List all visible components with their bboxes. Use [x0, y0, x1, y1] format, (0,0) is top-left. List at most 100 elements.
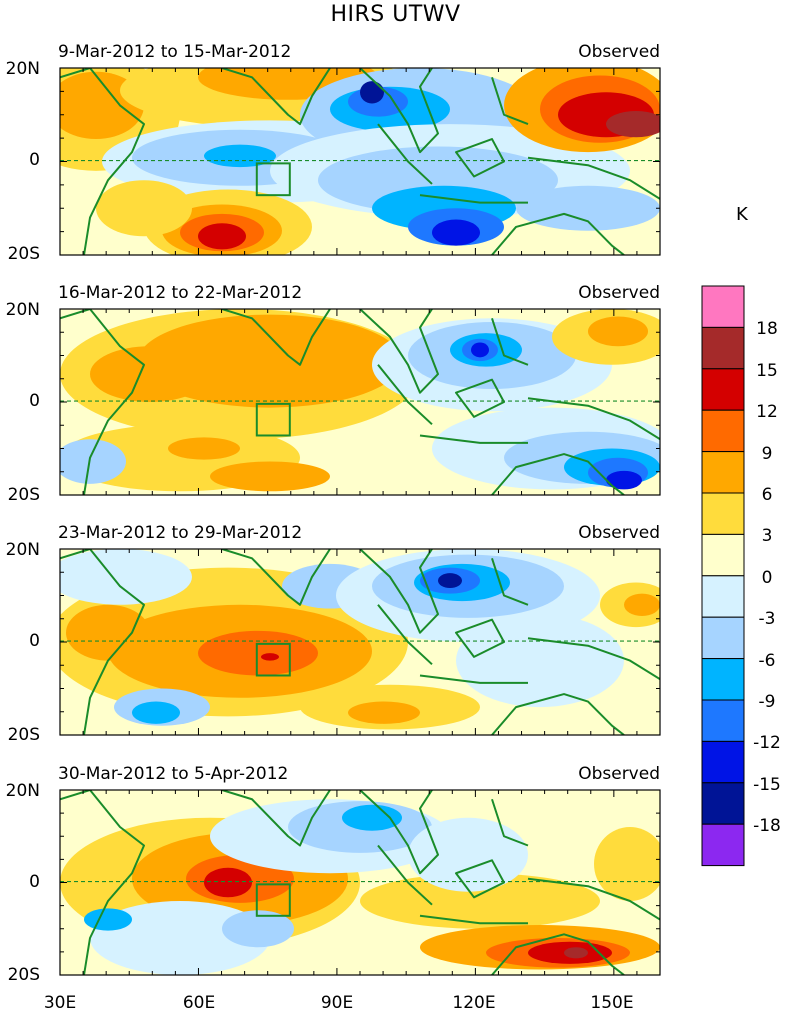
coastline — [527, 397, 660, 441]
coastline — [377, 844, 433, 906]
colorbar-swatch — [701, 533, 745, 577]
colorbar-swatch — [701, 451, 745, 494]
anomaly-contour — [432, 219, 480, 246]
coastline — [491, 557, 529, 606]
anomaly-contour — [360, 81, 384, 104]
anomaly-contour — [261, 653, 279, 661]
colorbar-label: 6 — [761, 485, 773, 505]
colorbar-label: 0 — [761, 567, 773, 588]
coastline — [221, 309, 331, 366]
anomaly-contour — [222, 910, 294, 948]
anomaly-contour — [60, 439, 126, 484]
panel-1 — [59, 67, 661, 256]
coastline — [419, 194, 528, 204]
anomaly-contour — [588, 316, 648, 347]
anomaly-contour — [66, 604, 150, 661]
anomaly-contour — [606, 111, 660, 138]
coastline — [419, 674, 528, 684]
panel-4-label: Observed — [578, 764, 660, 784]
anomaly-contour — [198, 630, 318, 676]
colorbar-label: 12 — [756, 402, 778, 423]
lat-tick-20n: 20N — [5, 781, 40, 801]
lat-tick-20s: 20S — [7, 485, 40, 505]
coastline — [60, 549, 145, 735]
colorbar-label: -15 — [753, 774, 781, 795]
anomaly-contour — [564, 947, 588, 959]
anomaly-contour — [90, 901, 270, 975]
anomaly-contour — [132, 701, 180, 724]
coastline — [455, 618, 505, 658]
colorbar-label: -12 — [753, 733, 781, 754]
coastline — [527, 156, 660, 200]
region-box — [255, 162, 291, 197]
anomaly-contour — [516, 185, 660, 231]
coastline — [359, 549, 439, 634]
lon-tick-150e: 150E — [590, 993, 634, 1013]
anomaly-contour — [606, 470, 642, 490]
coastline — [527, 877, 660, 921]
colorbar-swatch — [701, 409, 745, 453]
lat-tick-20s: 20S — [7, 965, 40, 985]
anomaly-contour — [84, 908, 132, 931]
colorbar-swatch — [701, 740, 745, 784]
colorbar-swatch — [701, 285, 745, 328]
panel-3-label: Observed — [578, 523, 660, 543]
lat-tick-0: 0 — [29, 872, 40, 892]
anomaly-contour — [198, 223, 246, 250]
colorbar-label: -6 — [758, 650, 776, 671]
anomaly-contour — [342, 804, 402, 831]
panel-1-period: 9-Mar-2012 to 15-Mar-2012 — [58, 42, 292, 62]
coastline — [221, 549, 331, 606]
anomaly-contour — [204, 144, 276, 168]
coastline — [377, 123, 433, 185]
lat-tick-20n: 20N — [5, 540, 40, 560]
coastline — [491, 453, 625, 495]
anomaly-contour — [456, 614, 624, 708]
panel-3 — [59, 548, 661, 736]
coastline — [527, 637, 660, 681]
coastline — [491, 798, 529, 847]
panel-2-label: Observed — [578, 283, 660, 303]
anomaly-contour — [60, 549, 192, 605]
lat-tick-0: 0 — [29, 631, 40, 651]
colorbar-label: -9 — [758, 692, 776, 712]
lat-tick-20s: 20S — [7, 244, 40, 264]
colorbar-label: 18 — [756, 319, 778, 340]
anomaly-contour — [96, 180, 192, 237]
coastline — [491, 77, 529, 126]
colorbar-label: -3 — [758, 609, 776, 630]
coastline — [377, 604, 433, 666]
anomaly-contour — [408, 817, 528, 892]
coastline — [359, 68, 439, 154]
colorbar-swatch — [701, 326, 745, 370]
region-box — [255, 402, 291, 437]
anomaly-contour — [168, 437, 240, 460]
coastline — [491, 317, 529, 366]
figure-title: HIRS UTWV — [330, 2, 461, 27]
coastline — [359, 790, 439, 875]
coastline — [455, 378, 505, 418]
coastline — [60, 309, 145, 495]
region-box — [255, 883, 291, 917]
colorbar-label: -18 — [753, 816, 781, 837]
lat-tick-0: 0 — [29, 150, 40, 170]
anomaly-contour — [471, 342, 489, 358]
colorbar — [701, 285, 745, 867]
anomaly-contour — [90, 346, 210, 402]
panel-4-period: 30-Mar-2012 to 5-Apr-2012 — [58, 764, 289, 784]
lon-tick-90e: 90E — [320, 993, 354, 1013]
colorbar-label: 15 — [756, 360, 778, 381]
coastline — [491, 212, 625, 255]
colorbar-label: 9 — [761, 443, 773, 464]
coastline — [60, 790, 145, 975]
lat-tick-20n: 20N — [5, 300, 40, 320]
colorbar-swatch — [701, 368, 745, 411]
lon-tick-30e: 30E — [43, 993, 77, 1013]
coastline — [419, 434, 528, 444]
lat-tick-20n: 20N — [5, 59, 40, 79]
coastline — [419, 914, 528, 925]
coastline — [455, 138, 505, 178]
coastline — [359, 309, 439, 394]
colorbar-swatch — [701, 658, 745, 701]
lon-tick-120e: 120E — [452, 993, 496, 1013]
